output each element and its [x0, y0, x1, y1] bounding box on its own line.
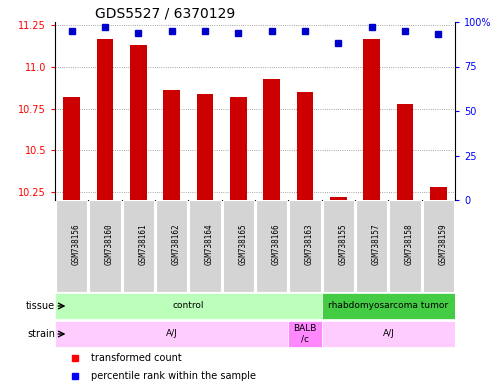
- Bar: [363, 39, 380, 200]
- Text: GSM738160: GSM738160: [105, 223, 114, 265]
- Bar: [288, 321, 321, 348]
- Bar: [330, 197, 347, 200]
- Text: A/J: A/J: [166, 329, 177, 339]
- Bar: [289, 200, 320, 292]
- Text: strain: strain: [27, 329, 55, 339]
- Bar: [321, 321, 455, 348]
- Bar: [389, 200, 421, 292]
- Bar: [189, 200, 221, 292]
- Text: percentile rank within the sample: percentile rank within the sample: [91, 371, 256, 381]
- Bar: [156, 200, 187, 292]
- Text: GSM738159: GSM738159: [438, 223, 447, 265]
- Bar: [321, 293, 455, 319]
- Bar: [55, 293, 321, 319]
- Text: GSM738155: GSM738155: [338, 223, 348, 265]
- Text: BALB
/c: BALB /c: [293, 324, 317, 344]
- Text: rhabdomyosarcoma tumor: rhabdomyosarcoma tumor: [328, 301, 449, 311]
- Bar: [97, 39, 113, 200]
- Text: GSM738161: GSM738161: [139, 223, 147, 265]
- Bar: [256, 200, 287, 292]
- Bar: [430, 187, 447, 200]
- Bar: [230, 97, 246, 200]
- Text: GSM738164: GSM738164: [205, 223, 214, 265]
- Text: transformed count: transformed count: [91, 353, 182, 363]
- Bar: [56, 200, 87, 292]
- Bar: [55, 321, 288, 348]
- Bar: [322, 200, 354, 292]
- Text: GSM738157: GSM738157: [372, 223, 381, 265]
- Bar: [163, 90, 180, 200]
- Bar: [397, 104, 413, 200]
- Text: tissue: tissue: [26, 301, 55, 311]
- Text: GSM738162: GSM738162: [172, 223, 180, 265]
- Text: GSM738163: GSM738163: [305, 223, 314, 265]
- Text: control: control: [173, 301, 204, 311]
- Text: GDS5527 / 6370129: GDS5527 / 6370129: [95, 7, 235, 21]
- Text: GSM738158: GSM738158: [405, 223, 414, 265]
- Text: GSM738156: GSM738156: [71, 223, 81, 265]
- Bar: [356, 200, 387, 292]
- Bar: [197, 94, 213, 200]
- Text: GSM738165: GSM738165: [238, 223, 247, 265]
- Text: A/J: A/J: [383, 329, 394, 339]
- Bar: [297, 92, 314, 200]
- Bar: [63, 97, 80, 200]
- Text: GSM738166: GSM738166: [272, 223, 281, 265]
- Bar: [123, 200, 154, 292]
- Bar: [89, 200, 121, 292]
- Bar: [263, 79, 280, 200]
- Bar: [423, 200, 454, 292]
- Bar: [130, 45, 146, 200]
- Bar: [223, 200, 254, 292]
